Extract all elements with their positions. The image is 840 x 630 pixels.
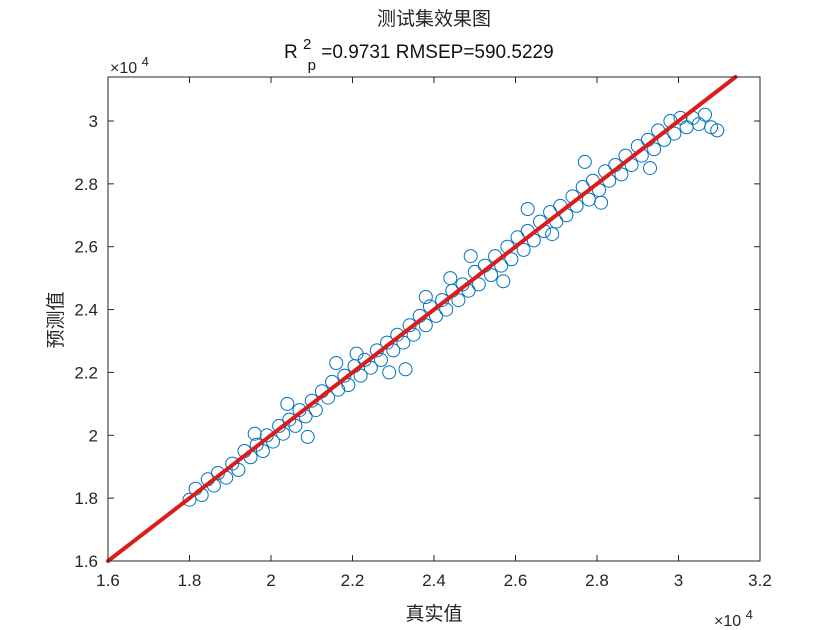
- scatter-point: [643, 161, 657, 176]
- x-exponent-power: 4: [746, 607, 753, 622]
- scatter-point: [396, 335, 411, 350]
- scatter-point: [406, 327, 421, 342]
- y-tick-label: 1.8: [74, 489, 98, 508]
- scatter-point: [398, 362, 413, 377]
- x-tick-label: 2.2: [341, 571, 365, 590]
- y-tick-label: 2.6: [74, 238, 98, 257]
- scatter-point: [382, 365, 397, 380]
- x-tick-label: 2.4: [422, 571, 446, 590]
- x-ticks: 1.6 1.8 2 2.2 2.4 2.6 2.8 3 3.2: [96, 77, 772, 590]
- y-exponent-power: 4: [142, 54, 149, 69]
- subtitle-r: R: [284, 42, 298, 63]
- scatter-point: [667, 126, 682, 141]
- x-tick-label: 1.8: [178, 571, 202, 590]
- scatter-point: [247, 426, 262, 441]
- reference-line: [106, 75, 738, 563]
- chart-title: 测试集效果图: [377, 8, 491, 30]
- scatter-point: [443, 271, 458, 286]
- scatter-point: [280, 396, 295, 411]
- scatter-point: [516, 242, 531, 257]
- scatter-points-group: [182, 107, 725, 507]
- x-tick-label: 2.8: [585, 571, 609, 590]
- axes-frame: [107, 76, 761, 562]
- y-exponent-base: ×10: [110, 60, 137, 77]
- scatter-point: [471, 277, 486, 292]
- scatter-point: [463, 249, 478, 264]
- scatter-point: [710, 123, 725, 138]
- scatter-point: [594, 195, 609, 210]
- chart-subtitle: R 2 p =0.9731 RMSEP=590.5229: [284, 33, 554, 75]
- scatter-point: [300, 429, 315, 444]
- y-exponent-label: ×10 4: [110, 54, 149, 77]
- scatter-point: [255, 444, 270, 458]
- scatter-point: [341, 378, 356, 392]
- subtitle-superscript: 2: [303, 36, 311, 53]
- scatter-point: [374, 352, 388, 367]
- y-ticks: 1.6 1.8 2 2.2 2.4 2.6 2.8 3: [74, 112, 760, 571]
- y-axis-label: 预测值: [45, 291, 67, 348]
- y-tick-label: 2: [89, 426, 98, 445]
- y-tick-label: 2.8: [74, 175, 98, 194]
- subtitle-rest: =0.9731 RMSEP=590.5229: [321, 42, 553, 63]
- scatter-point: [363, 360, 378, 375]
- x-tick-label: 3.2: [748, 571, 772, 590]
- x-tick-label: 2.6: [504, 571, 528, 590]
- x-tick-label: 3: [674, 571, 683, 590]
- scatter-point: [504, 252, 519, 267]
- scatter-point: [439, 302, 454, 317]
- y-tick-label: 2.4: [74, 301, 98, 320]
- y-tick-label: 1.6: [74, 552, 98, 571]
- x-exponent-base: ×10: [714, 613, 741, 630]
- scatter-point: [308, 403, 323, 418]
- scatter-point: [353, 368, 368, 383]
- x-axis-label: 真实值: [405, 603, 462, 625]
- x-tick-label: 2: [266, 571, 275, 590]
- scatter-point: [520, 202, 535, 216]
- scatter-point: [386, 343, 401, 358]
- scatter-point: [329, 356, 344, 370]
- scatter-point: [288, 418, 303, 433]
- scatter-point: [182, 492, 197, 507]
- x-exponent-label: ×10 4: [714, 607, 753, 630]
- y-tick-label: 3: [89, 112, 98, 131]
- x-tick-label: 1.6: [96, 571, 120, 590]
- y-tick-label: 2.2: [74, 363, 98, 382]
- scatter-point: [577, 154, 592, 169]
- scatter-point: [231, 462, 246, 477]
- scatter-point: [418, 318, 433, 333]
- scatter-point: [484, 268, 499, 282]
- scatter-point: [679, 120, 694, 135]
- subtitle-subscript: p: [308, 57, 316, 74]
- scatter-point: [545, 227, 560, 242]
- scatter-point: [698, 107, 712, 122]
- scatter-point: [647, 142, 662, 157]
- scatter-point: [349, 346, 364, 361]
- scatter-point: [451, 293, 466, 308]
- scatter-point: [496, 274, 511, 289]
- scatter-point: [418, 290, 433, 304]
- scatter-point: [614, 167, 629, 182]
